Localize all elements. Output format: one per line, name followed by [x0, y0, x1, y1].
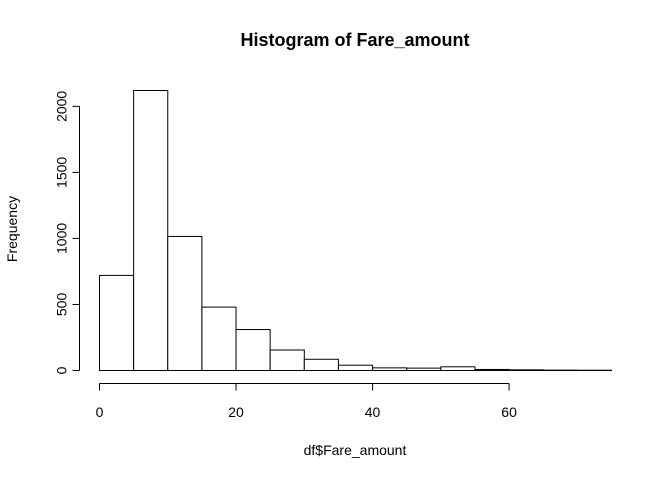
histogram-bar	[372, 367, 408, 371]
histogram-bar	[337, 364, 374, 371]
chart-title: Histogram of Fare_amount	[240, 30, 469, 50]
y-tick-label: 1500	[54, 157, 70, 188]
histogram-bar	[201, 306, 237, 371]
y-tick-label: 1000	[54, 223, 70, 254]
histogram-bar	[406, 367, 442, 372]
y-tick-label: 500	[54, 293, 70, 317]
y-tick-label: 0	[54, 366, 70, 374]
histogram-bar	[99, 274, 135, 372]
y-axis: 0 500 1000 1500 2000	[54, 91, 80, 374]
histogram-bar	[474, 368, 510, 371]
y-tick-label: 2000	[54, 91, 70, 122]
x-tick-label: 0	[96, 404, 104, 420]
x-axis: 0 20 40 60	[96, 383, 517, 420]
histogram-bar	[508, 369, 544, 372]
x-axis-label: df$Fare_amount	[304, 442, 407, 458]
histogram-bar	[235, 329, 271, 372]
x-tick-label: 40	[365, 404, 381, 420]
histogram-bar	[269, 349, 305, 371]
histogram-bar	[440, 366, 476, 371]
histogram-bar	[167, 235, 203, 371]
bars-group	[99, 90, 612, 372]
y-axis-label: Frequency	[4, 196, 20, 262]
histogram-bar	[133, 90, 169, 371]
histogram-bar	[303, 358, 339, 372]
x-tick-label: 60	[501, 404, 517, 420]
x-tick-label: 20	[228, 404, 244, 420]
